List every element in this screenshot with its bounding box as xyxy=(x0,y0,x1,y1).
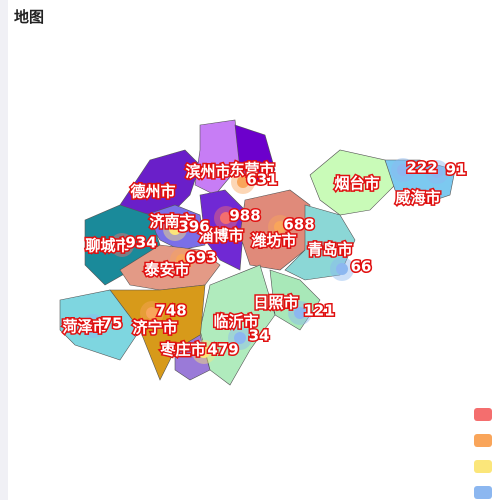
legend-swatch[interactable] xyxy=(474,408,492,421)
title: 地图 xyxy=(14,8,44,26)
point-value: 748 xyxy=(155,302,186,320)
point-value: 688 xyxy=(283,216,314,234)
region-label: 淄博市 xyxy=(198,227,243,245)
legend-swatch[interactable] xyxy=(474,434,492,447)
legend-swatch[interactable] xyxy=(474,486,492,499)
region-label: 泰安市 xyxy=(143,261,189,279)
point[interactable] xyxy=(431,166,443,178)
region-label: 济宁市 xyxy=(132,319,177,337)
region-label: 东营市 xyxy=(229,161,274,179)
point-value: 222 xyxy=(406,159,437,177)
region-label: 德州市 xyxy=(130,183,175,201)
point[interactable] xyxy=(274,221,286,233)
region[interactable] xyxy=(269,269,321,331)
region[interactable] xyxy=(119,244,221,291)
legend xyxy=(474,408,492,499)
region-label: 济南市 xyxy=(149,213,194,231)
point-value: 34 xyxy=(249,327,270,345)
region-label: 临沂市 xyxy=(213,313,258,331)
region-label: 青岛市 xyxy=(307,241,352,259)
point-value: 934 xyxy=(125,234,156,252)
point-value: 631 xyxy=(246,171,277,189)
point[interactable] xyxy=(234,332,246,344)
region-label: 枣庄市 xyxy=(159,341,205,359)
region-label: 烟台市 xyxy=(334,175,379,193)
region-label: 滨州市 xyxy=(185,163,230,181)
point-value: 479 xyxy=(207,341,238,359)
region[interactable] xyxy=(59,289,141,361)
region-label: 日照市 xyxy=(253,294,298,312)
point-value: 75 xyxy=(102,315,123,333)
region[interactable] xyxy=(309,149,396,216)
point[interactable] xyxy=(220,212,232,224)
point-value: 91 xyxy=(446,161,467,179)
side-bar xyxy=(0,0,8,500)
region-label: 菏泽市 xyxy=(62,318,107,336)
point[interactable] xyxy=(169,223,181,235)
region[interactable] xyxy=(199,264,276,386)
region-label: 潍坊市 xyxy=(251,232,296,250)
points xyxy=(81,158,449,364)
point-value: 66 xyxy=(351,258,372,276)
point[interactable] xyxy=(146,307,158,319)
point-value: 693 xyxy=(185,249,216,267)
point-value: 988 xyxy=(229,207,260,225)
point-value: 396 xyxy=(178,218,209,236)
point[interactable] xyxy=(237,176,249,188)
legend-swatch[interactable] xyxy=(474,460,492,473)
point[interactable] xyxy=(198,346,210,358)
point[interactable] xyxy=(87,320,99,332)
region-label: 聊城市 xyxy=(85,237,130,255)
point-value: 121 xyxy=(303,302,334,320)
point[interactable] xyxy=(116,239,128,251)
region[interactable] xyxy=(199,189,246,271)
region[interactable] xyxy=(174,334,211,381)
point[interactable] xyxy=(336,263,348,275)
point[interactable] xyxy=(397,164,409,176)
region[interactable] xyxy=(234,124,276,186)
point[interactable] xyxy=(176,254,188,266)
point[interactable] xyxy=(294,307,306,319)
region[interactable] xyxy=(284,204,356,281)
region-label: 威海市 xyxy=(395,189,440,207)
